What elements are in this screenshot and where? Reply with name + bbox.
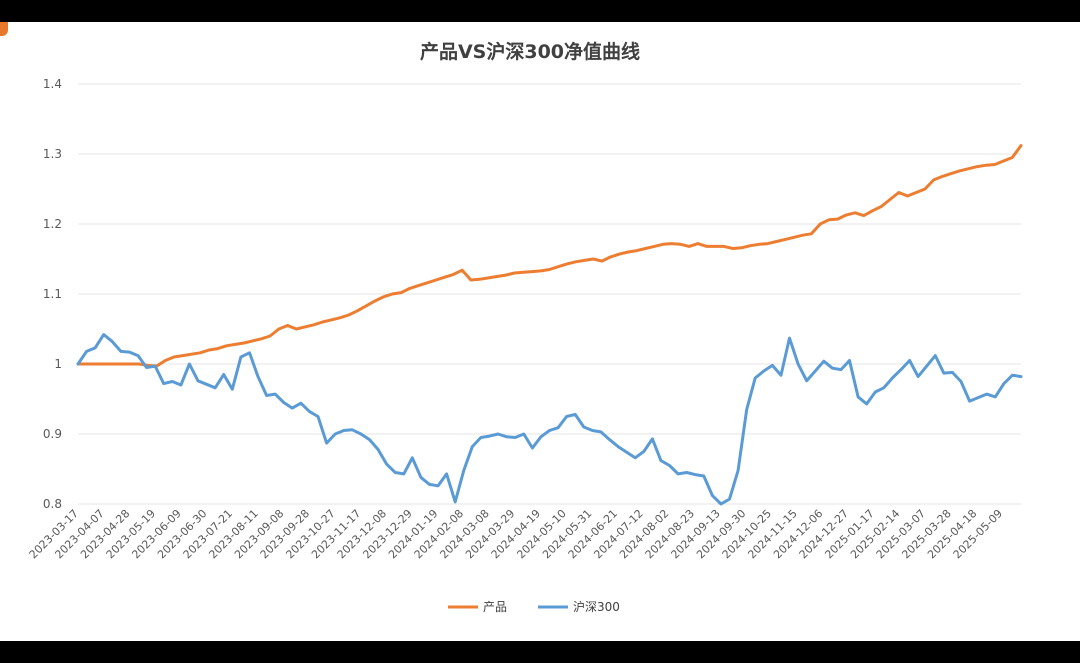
line-chart: 产品VS沪深300净值曲线 1.4 1.3 1.2 1.1 1 0.9 0.8 2023-0… bbox=[27, 40, 1023, 614]
y-tick-label: 1.3 bbox=[43, 147, 62, 161]
series-lines bbox=[76, 144, 1023, 506]
legend-label[interactable]: 产品 bbox=[483, 600, 507, 614]
series-line-1 bbox=[76, 333, 1023, 506]
corner-indicator bbox=[0, 22, 8, 36]
y-tick-label: 0.8 bbox=[43, 497, 62, 511]
chart-frame: 产品VS沪深300净值曲线 1.4 1.3 1.2 1.1 1 0.9 0.8 2023-0… bbox=[0, 22, 1080, 641]
y-tick-label: 1.4 bbox=[43, 77, 62, 91]
chart-title: 产品VS沪深300净值曲线 bbox=[420, 40, 640, 63]
x-axis-ticks: 2023-03-172023-04-072023-04-282023-05-19… bbox=[27, 507, 1005, 561]
legend[interactable]: 产品 沪深300 bbox=[448, 600, 620, 614]
series-line-0 bbox=[76, 144, 1023, 368]
y-tick-label: 0.9 bbox=[43, 427, 62, 441]
y-axis-ticks: 1.4 1.3 1.2 1.1 1 0.9 0.8 bbox=[43, 77, 62, 511]
y-tick-label: 1.2 bbox=[43, 217, 62, 231]
legend-label[interactable]: 沪深300 bbox=[573, 600, 620, 614]
gridlines bbox=[78, 83, 1021, 505]
y-tick-label: 1 bbox=[54, 357, 62, 371]
y-tick-label: 1.1 bbox=[43, 287, 62, 301]
